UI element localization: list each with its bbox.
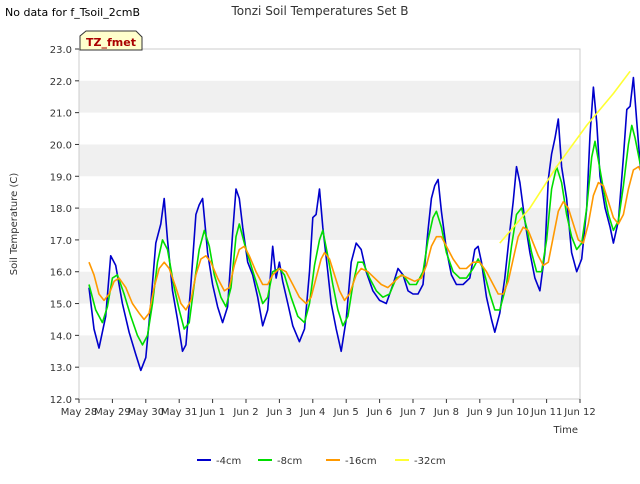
legend-item: -4cm xyxy=(197,456,241,467)
y-tick-label: 22.0 xyxy=(50,77,72,88)
x-axis-label: Time xyxy=(553,425,578,436)
plot-band xyxy=(79,80,580,113)
y-tick-label: 18.0 xyxy=(50,204,72,215)
no-data-note: No data for f_Tsoil_2cmB xyxy=(5,6,141,19)
plot-band xyxy=(79,335,580,368)
legend-label: -4cm xyxy=(216,456,241,467)
y-tick-label: 14.0 xyxy=(50,331,72,342)
tz-badge-box xyxy=(79,30,143,51)
x-tick-label: Jun 9 xyxy=(466,407,492,418)
y-tick-label: 19.0 xyxy=(50,172,72,183)
plot-band xyxy=(79,208,580,240)
y-tick-label: 23.0 xyxy=(50,45,72,56)
x-tick-label: Jun 10 xyxy=(496,407,529,418)
x-tick-label: May 28 xyxy=(61,407,98,418)
y-tick-label: 20.0 xyxy=(50,140,72,151)
x-tick-label: Jun 11 xyxy=(530,407,563,418)
y-tick-label: 16.0 xyxy=(50,268,72,279)
legend-item: -32cm xyxy=(395,456,446,467)
x-tick-label: May 31 xyxy=(161,407,198,418)
y-tick-label: 12.0 xyxy=(50,395,72,406)
x-tick-label: May 29 xyxy=(94,407,131,418)
y-axis-label: Soil Temperature (C) xyxy=(9,173,20,276)
x-tick-label: Jun 7 xyxy=(399,407,425,418)
series-line-16cm xyxy=(88,165,640,321)
plot-frame xyxy=(78,48,581,400)
legend-item: -16cm xyxy=(326,456,377,467)
y-tick-label: 15.0 xyxy=(50,300,72,311)
x-tick-label: Jun 1 xyxy=(199,407,225,418)
x-tick-label: May 30 xyxy=(128,407,165,418)
x-tick-label: Jun 4 xyxy=(299,407,325,418)
x-tick-label: Jun 6 xyxy=(366,407,392,418)
x-tick-label: Jun 8 xyxy=(433,407,459,418)
series-line-32cm xyxy=(499,70,631,244)
x-tick-label: Jun 3 xyxy=(266,407,292,418)
y-tick-label: 17.0 xyxy=(50,236,72,247)
x-tick-label: Jun 5 xyxy=(333,407,359,418)
legend-label: -16cm xyxy=(345,456,377,467)
y-tick-label: 21.0 xyxy=(50,109,72,120)
tz-badge: TZ_fmet xyxy=(79,30,143,51)
series-line-4cm xyxy=(88,76,640,372)
tz-badge-label: TZ_fmet xyxy=(86,36,136,49)
chart-title: Tonzi Soil Temperatures Set B xyxy=(231,4,409,18)
legend-label: -8cm xyxy=(277,456,302,467)
x-tick-label: Jun 2 xyxy=(232,407,258,418)
x-tick-label: Jun 12 xyxy=(563,407,596,418)
legend-item: -8cm xyxy=(258,456,302,467)
plot-band xyxy=(79,144,580,177)
legend-label: -32cm xyxy=(414,456,446,467)
y-tick-label: 13.0 xyxy=(50,363,72,374)
